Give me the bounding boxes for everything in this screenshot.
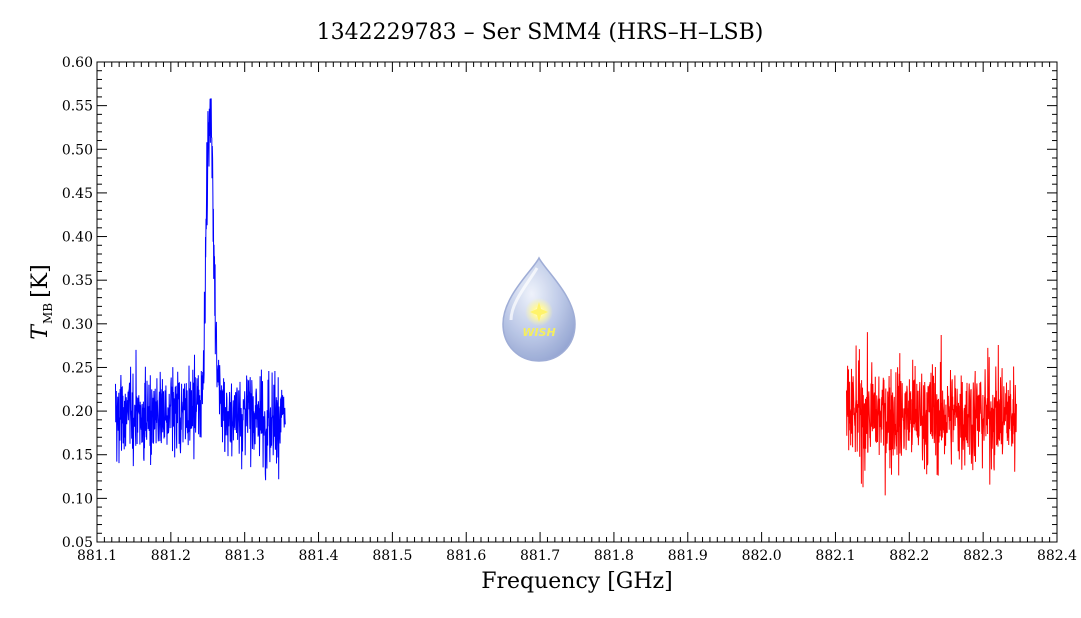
- y-tick-label: 0.40: [62, 230, 93, 246]
- x-tick-label: 881.8: [594, 548, 634, 564]
- series-layer: [115, 98, 1017, 496]
- chart-title: 1342229783 – Ser SMM4 (HRS–H–LSB): [317, 20, 764, 45]
- y-tick-label: 0.60: [62, 55, 93, 71]
- x-tick-label: 882.1: [815, 548, 855, 564]
- x-tick-label: 882.2: [889, 548, 929, 564]
- x-tick-label: 881.3: [225, 548, 265, 564]
- series-line-2: [846, 332, 1017, 496]
- x-tick-label: 881.7: [520, 548, 560, 564]
- y-tick-label: 0.35: [62, 273, 93, 289]
- x-tick-label: 881.6: [446, 548, 486, 564]
- y-axis-title: TMB [K]: [28, 264, 55, 339]
- y-tick-label: 0.20: [62, 404, 93, 420]
- y-tick-label: 0.50: [62, 142, 93, 158]
- y-tick-label: 0.15: [62, 448, 93, 464]
- x-tick-label: 881.1: [77, 548, 117, 564]
- y-tick-label: 0.25: [62, 360, 93, 376]
- x-tick-label: 881.9: [668, 548, 708, 564]
- wish-logo: WISH: [502, 256, 576, 362]
- x-axis-title: Frequency [GHz]: [481, 569, 673, 594]
- svg-text:TMB[K]: TMB [K]: [28, 264, 55, 339]
- y-tick-label: 0.05: [62, 535, 93, 551]
- x-tick-label: 881.2: [151, 548, 191, 564]
- y-tick-label: 0.45: [62, 186, 93, 202]
- x-tick-label: 881.5: [372, 548, 412, 564]
- axis-ticks: 881.1 881.2 881.3 881.4 881.5 881.6 881.7 881.8…: [62, 55, 1077, 564]
- plot-frame: [96, 61, 1058, 543]
- series-line-1: [115, 98, 286, 481]
- x-tick-label: 881.4: [298, 548, 338, 564]
- y-tick-label: 0.30: [62, 317, 93, 333]
- y-axis-unit: [K]: [28, 264, 53, 298]
- y-tick-label: 0.55: [62, 99, 93, 115]
- y-axis-subscript: MB: [41, 303, 55, 324]
- y-axis-symbol: T: [28, 323, 53, 340]
- x-tick-label: 882.0: [742, 548, 782, 564]
- wish-logo-text: WISH: [522, 326, 555, 339]
- x-tick-label: 882.3: [963, 548, 1003, 564]
- x-tick-label: 882.4: [1037, 548, 1077, 564]
- y-tick-label: 0.10: [62, 491, 93, 507]
